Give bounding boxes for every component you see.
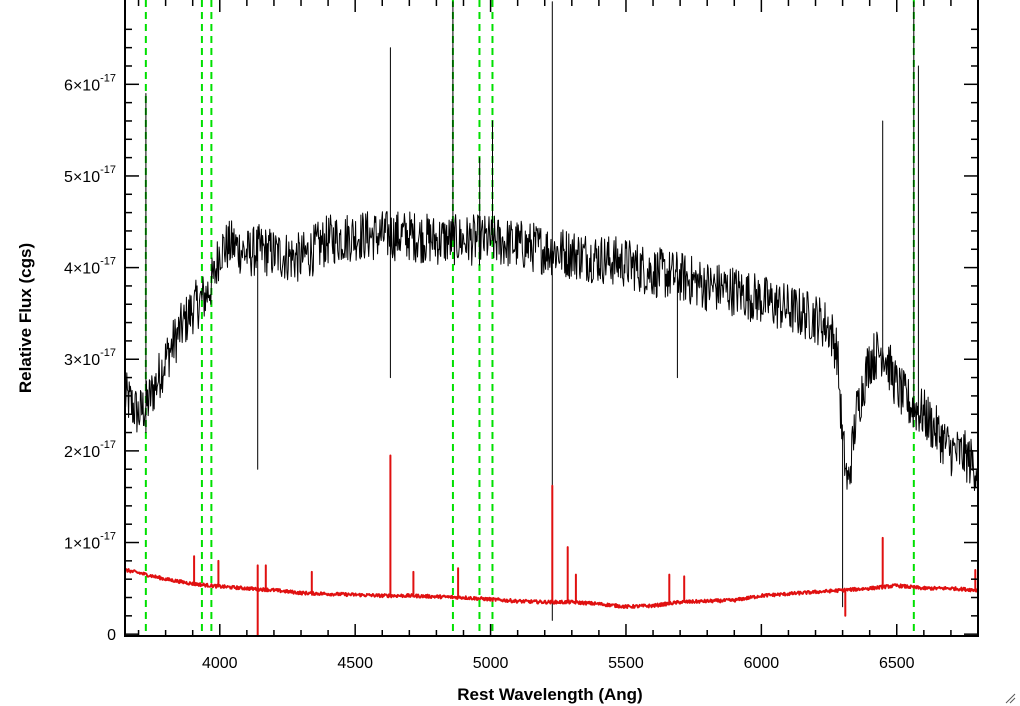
- y-tick-label: 1×10-17: [64, 531, 116, 553]
- x-axis-ticks: 4000 4500 5000 5500 6000 6500: [137, 0, 979, 672]
- y-tick-label: 2×10-17: [64, 439, 116, 461]
- x-tick-label: 4500: [337, 655, 373, 672]
- x-axis-title: Rest Wavelength (Ang): [457, 685, 642, 704]
- spectrum-series: [124, 1, 979, 637]
- model-spectrum-line: [124, 454, 979, 637]
- x-tick-label: 5000: [473, 655, 509, 672]
- x-tick-label: 5500: [608, 655, 644, 672]
- y-axis-title: Relative Flux (cgs): [16, 243, 35, 393]
- plot-frame: [124, 0, 979, 637]
- x-tick-label: 4000: [202, 655, 238, 672]
- y-tick-label: 6×10-17: [64, 72, 116, 94]
- y-tick-label: 4×10-17: [64, 256, 116, 278]
- y-tick-label: 5×10-17: [64, 164, 116, 186]
- resize-grip-icon[interactable]: [1004, 692, 1016, 704]
- x-tick-label: 6500: [879, 655, 915, 672]
- y-tick-label: 3×10-17: [64, 347, 116, 369]
- observed-spectrum-line: [124, 1, 978, 621]
- x-tick-label: 6000: [744, 655, 780, 672]
- axes-box: [124, 0, 979, 637]
- y-axis-ticks: 0 1×10-17 2×10-17 3×10-17 4×10-17 5×10-17 6×10…: [64, 28, 978, 644]
- y-tick-label: 0: [107, 627, 116, 644]
